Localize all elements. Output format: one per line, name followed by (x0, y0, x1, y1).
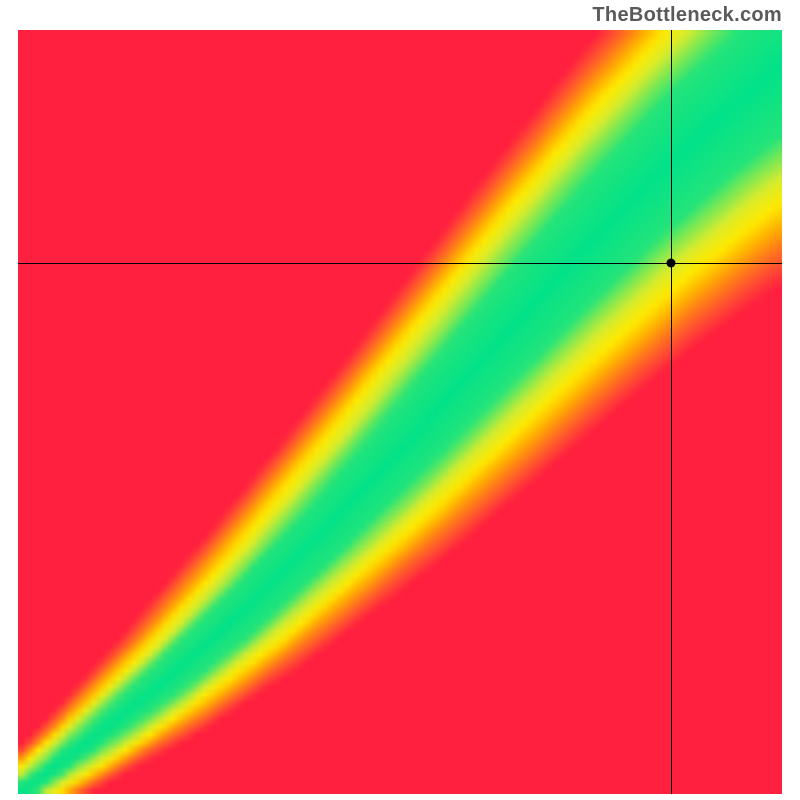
attribution-text: TheBottleneck.com (592, 4, 782, 27)
heatmap-canvas (18, 30, 782, 794)
crosshair-marker (667, 259, 676, 268)
bottleneck-heatmap (18, 30, 782, 794)
crosshair-vertical (671, 30, 672, 794)
